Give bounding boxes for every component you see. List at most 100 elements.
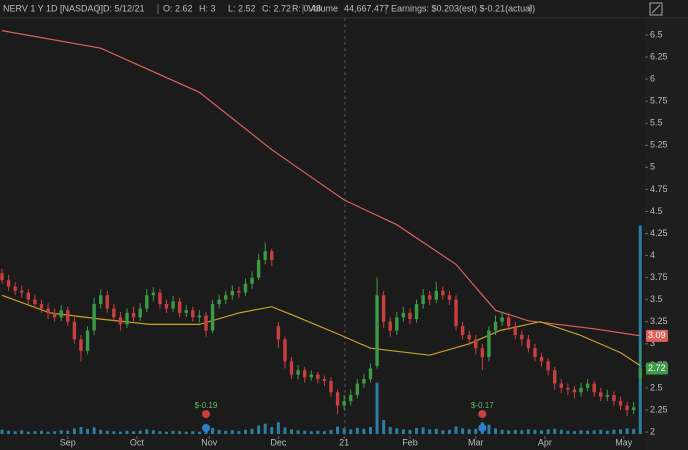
candle-body (605, 394, 610, 397)
candle-body (638, 368, 642, 378)
candle-body (421, 295, 425, 305)
volume-bar (526, 429, 530, 434)
header-info: C: 2.72 (262, 3, 291, 13)
volume-bar (178, 431, 182, 434)
volume-bar (599, 429, 603, 434)
candle-body (401, 312, 406, 318)
volume-bar (263, 423, 267, 434)
candle-body (454, 299, 458, 327)
candle-body (26, 292, 31, 300)
volume-bar (303, 430, 307, 434)
volume-bar (401, 429, 405, 434)
candle-body (618, 401, 623, 406)
candle-body (362, 379, 366, 384)
volume-bar (237, 431, 241, 434)
candle-body (487, 330, 491, 358)
volume-bar (20, 430, 24, 434)
volume-bar (0, 429, 4, 434)
x-tick-label: Nov (201, 437, 218, 447)
volume-bar (290, 429, 294, 434)
top-right-icon[interactable] (649, 2, 663, 16)
candle-body (500, 317, 504, 322)
candle-body (631, 407, 636, 410)
header-info: Volume (308, 3, 338, 13)
candle-body (388, 321, 392, 331)
candle-body (99, 295, 103, 305)
y-tick-label: 6.5 (650, 29, 663, 39)
candle-body (625, 405, 629, 410)
volume-bar (283, 427, 287, 434)
candle-body (33, 299, 37, 305)
candle-body (506, 317, 511, 327)
price-tag (646, 362, 668, 375)
header-info: Earnings: $0.203(est) $-0.21(actual) (391, 3, 535, 13)
volume-bar (533, 429, 537, 434)
candle-body (204, 315, 208, 331)
candle-body (513, 326, 517, 335)
x-tick-label: Apr (538, 437, 552, 447)
volume-bar (276, 422, 280, 434)
volume-bar (92, 427, 96, 434)
candle-body (316, 374, 320, 380)
candle-body (177, 301, 182, 313)
candle-body (349, 394, 353, 402)
candle-body (414, 304, 419, 320)
y-tick-label: 5.25 (650, 140, 668, 150)
candle-body (46, 308, 50, 313)
candle-body (39, 304, 44, 309)
candle-body (118, 317, 123, 325)
y-tick-label: 4.5 (650, 206, 663, 216)
y-tick-label: 4 (650, 250, 655, 260)
volume-bar (434, 428, 438, 434)
volume-bar (408, 429, 412, 434)
y-tick-label: 3.75 (650, 272, 668, 282)
volume-bar (230, 430, 234, 434)
volume-bar (197, 431, 201, 434)
x-tick-label: Oct (130, 437, 145, 447)
candle-body (197, 315, 202, 318)
candle-body (533, 348, 537, 358)
candle-body (256, 259, 261, 278)
candle-body (381, 295, 386, 322)
volume-bar (46, 431, 50, 434)
moving-average (1, 30, 641, 337)
earnings-icon (201, 410, 210, 418)
candle-body (520, 334, 524, 340)
volume-bar (342, 428, 346, 434)
candle-body (599, 392, 603, 397)
volume-bar (612, 429, 616, 434)
volume-bar (507, 430, 511, 434)
earnings-dot (478, 424, 487, 432)
candle-body (270, 251, 274, 260)
volume-bar (415, 427, 419, 434)
volume-bar (461, 428, 465, 434)
header-info: O: 2.62 (163, 3, 193, 13)
candle-body (342, 401, 346, 406)
candle-body (92, 304, 96, 331)
candle-body (612, 394, 616, 402)
volume-bar (257, 425, 261, 434)
candle-body (460, 326, 465, 335)
volume-bar (395, 428, 399, 434)
candle-body (6, 280, 11, 287)
candle-body (158, 292, 162, 305)
volume-bar (125, 430, 129, 434)
y-tick-label: 2.25 (650, 404, 668, 414)
y-tick-label: 4.25 (650, 228, 668, 238)
header-info: L: 2.52 (228, 3, 256, 13)
header-info: R: 0.48 (292, 3, 321, 13)
earnings-icon (478, 410, 487, 418)
volume-bar (165, 431, 168, 434)
chart-title: NERV 1 Y 1D [NASDAQ] (3, 3, 103, 13)
volume-bar (105, 430, 109, 434)
x-tick-label: Dec (270, 437, 287, 447)
volume-bar (270, 427, 274, 434)
icon-frame[interactable] (649, 2, 663, 16)
volume-bar (33, 431, 37, 434)
y-tick-label: 2.5 (650, 382, 663, 392)
volume-bar (329, 429, 333, 434)
candle-body (131, 312, 136, 318)
volume-bar (243, 429, 247, 434)
candle-body (579, 387, 583, 393)
